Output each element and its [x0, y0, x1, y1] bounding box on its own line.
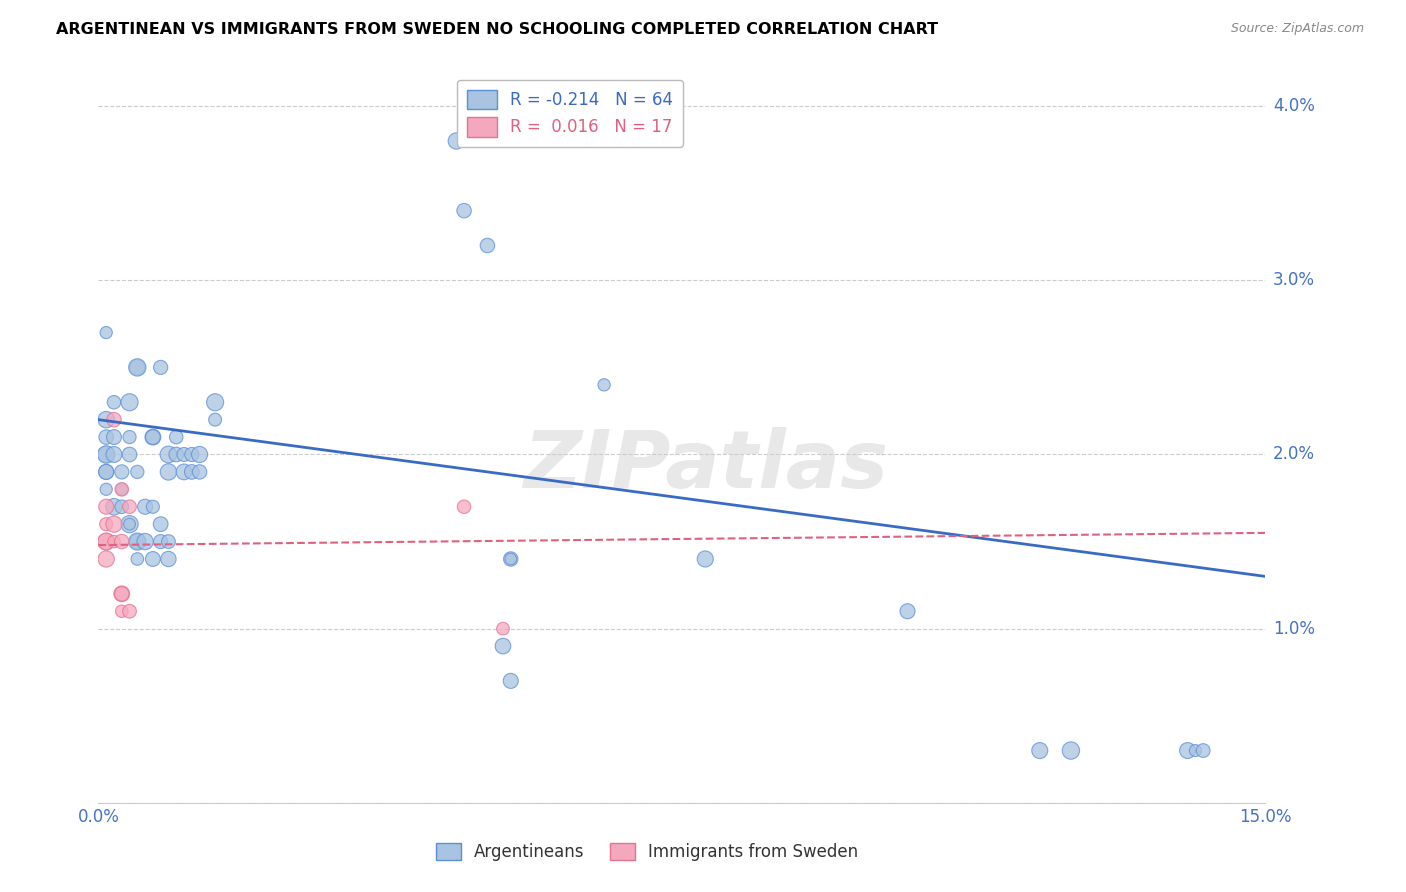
Point — [111, 587, 134, 601]
Point — [111, 483, 134, 497]
Point — [96, 412, 118, 426]
Point — [173, 448, 195, 462]
Point — [103, 500, 125, 514]
Text: 3.0%: 3.0% — [1274, 271, 1315, 289]
Point — [127, 465, 149, 479]
Legend: R = -0.214   N = 64, R =  0.016   N = 17: R = -0.214 N = 64, R = 0.016 N = 17 — [457, 79, 683, 146]
Point — [127, 360, 149, 375]
Point — [96, 483, 118, 497]
Point — [96, 552, 118, 566]
Point — [111, 465, 134, 479]
Point — [134, 500, 156, 514]
Point — [96, 465, 118, 479]
Point — [111, 534, 134, 549]
Point — [204, 412, 226, 426]
Text: Source: ZipAtlas.com: Source: ZipAtlas.com — [1230, 22, 1364, 36]
Point — [1060, 743, 1083, 757]
Point — [103, 395, 125, 409]
Text: 2.0%: 2.0% — [1274, 445, 1315, 464]
Point — [96, 448, 118, 462]
Point — [157, 448, 180, 462]
Point — [499, 552, 522, 566]
Point — [149, 517, 172, 532]
Point — [118, 517, 141, 532]
Point — [492, 622, 515, 636]
Point — [453, 500, 475, 514]
Point — [149, 534, 172, 549]
Point — [499, 673, 522, 688]
Point — [103, 448, 125, 462]
Point — [593, 377, 616, 392]
Point — [96, 430, 118, 444]
Point — [118, 517, 141, 532]
Point — [477, 238, 499, 252]
Point — [118, 395, 141, 409]
Point — [157, 534, 180, 549]
Point — [180, 465, 202, 479]
Point — [96, 534, 118, 549]
Point — [96, 448, 118, 462]
Point — [118, 604, 141, 618]
Point — [118, 448, 141, 462]
Point — [695, 552, 717, 566]
Point — [103, 430, 125, 444]
Point — [1184, 743, 1206, 757]
Text: 4.0%: 4.0% — [1274, 97, 1315, 115]
Point — [180, 448, 202, 462]
Text: ZIPatlas: ZIPatlas — [523, 427, 887, 506]
Point — [157, 552, 180, 566]
Point — [1029, 743, 1052, 757]
Point — [149, 360, 172, 375]
Point — [499, 552, 522, 566]
Point — [173, 465, 195, 479]
Point — [111, 604, 134, 618]
Point — [127, 534, 149, 549]
Point — [142, 430, 165, 444]
Point — [453, 203, 475, 218]
Point — [1192, 743, 1215, 757]
Text: ARGENTINEAN VS IMMIGRANTS FROM SWEDEN NO SCHOOLING COMPLETED CORRELATION CHART: ARGENTINEAN VS IMMIGRANTS FROM SWEDEN NO… — [56, 22, 938, 37]
Point — [157, 465, 180, 479]
Point — [446, 134, 468, 148]
Text: 1.0%: 1.0% — [1274, 620, 1315, 638]
Point — [165, 430, 187, 444]
Point — [111, 587, 134, 601]
Point — [118, 430, 141, 444]
Point — [142, 552, 165, 566]
Point — [96, 517, 118, 532]
Point — [492, 639, 515, 653]
Point — [127, 534, 149, 549]
Point — [103, 412, 125, 426]
Point — [165, 448, 187, 462]
Point — [96, 500, 118, 514]
Point — [127, 360, 149, 375]
Point — [1177, 743, 1199, 757]
Point — [188, 448, 211, 462]
Point — [896, 604, 918, 618]
Point — [96, 534, 118, 549]
Point — [96, 326, 118, 340]
Point — [127, 552, 149, 566]
Point — [96, 465, 118, 479]
Point — [134, 534, 156, 549]
Point — [103, 517, 125, 532]
Point — [111, 500, 134, 514]
Point — [103, 534, 125, 549]
Point — [142, 430, 165, 444]
Point — [111, 483, 134, 497]
Point — [118, 500, 141, 514]
Point — [204, 395, 226, 409]
Point — [142, 500, 165, 514]
Point — [188, 465, 211, 479]
